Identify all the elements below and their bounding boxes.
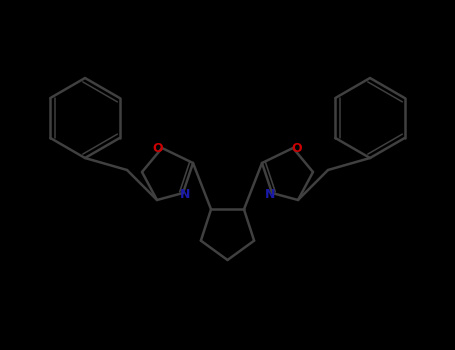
Text: N: N [265, 189, 275, 202]
Text: O: O [153, 141, 163, 154]
Text: O: O [292, 141, 302, 154]
Text: N: N [180, 189, 190, 202]
